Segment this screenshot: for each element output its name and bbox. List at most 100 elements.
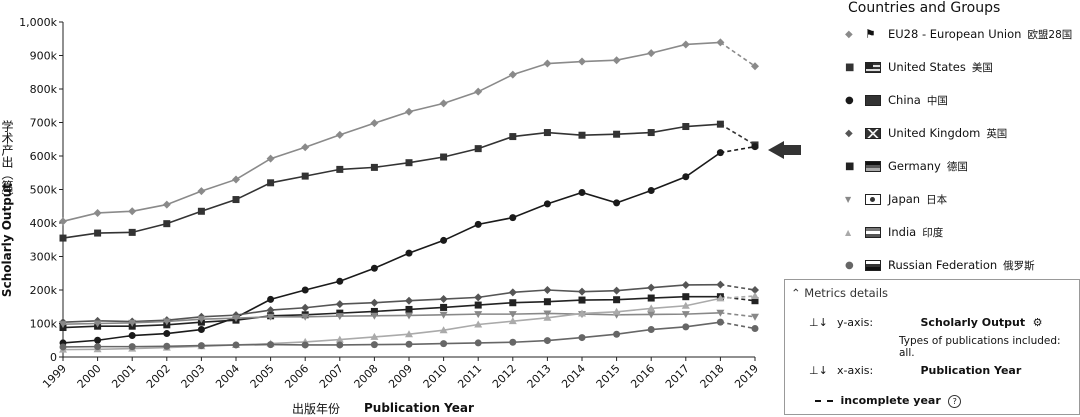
x-tick-label: 2000 [75, 362, 104, 391]
legend-label: United Kingdom [888, 126, 981, 140]
y-tick-label: 400k [30, 217, 58, 230]
data-point [716, 120, 724, 128]
x-axis-row: ⊥↓ x-axis: Publication Year [809, 364, 1022, 377]
dashed-line-icon [815, 400, 833, 402]
series-line-incomplete [720, 295, 756, 302]
data-point [474, 87, 483, 96]
data-point [543, 129, 551, 137]
help-icon[interactable]: ? [948, 395, 962, 408]
metrics-header-label: Metrics details [804, 286, 889, 300]
data-point [681, 311, 690, 319]
series-line-incomplete [720, 321, 756, 330]
data-point [405, 159, 413, 167]
x-tick-label: 2013 [525, 362, 554, 391]
series-1[interactable] [59, 120, 759, 242]
y-tick-label: 600k [30, 150, 58, 163]
legend-marker: ● [845, 94, 854, 106]
series-line [62, 321, 721, 348]
legend-marker: ▼ [845, 194, 852, 204]
data-point [197, 187, 206, 196]
legend-item[interactable]: ◆ United Kingdom 英国 [845, 121, 1007, 145]
data-point [440, 153, 448, 161]
data-point [162, 318, 171, 326]
data-point [370, 332, 379, 340]
data-point [405, 107, 413, 116]
x-tick-label: 2017 [663, 362, 692, 391]
flag-icon [865, 127, 881, 139]
flag-icon [865, 61, 881, 73]
legend-label-cn: 欧盟28国 [1027, 28, 1073, 41]
y-tick-label: 200k [30, 284, 58, 297]
legend-item[interactable]: ● Russian Federation 俄罗斯 [845, 253, 1035, 277]
data-point [336, 341, 344, 349]
data-point [681, 301, 690, 309]
data-point [336, 309, 344, 317]
data-point [59, 217, 67, 226]
y-axis-value: Scholarly Output [920, 316, 1026, 329]
legend-item[interactable]: ▼ Japan 日本 [845, 187, 947, 211]
series-line-incomplete [719, 41, 756, 67]
data-point [370, 341, 378, 349]
y-tick-label: 300k [30, 251, 58, 264]
data-point [440, 340, 448, 348]
legend-label-cn: 印度 [922, 226, 944, 239]
data-point [370, 298, 379, 307]
data-point [578, 287, 586, 296]
data-point [335, 300, 344, 309]
data-point [232, 341, 240, 349]
data-point [578, 131, 586, 139]
data-point [267, 179, 275, 187]
axis-icon: ⊥↓ [809, 364, 828, 377]
data-point [543, 313, 552, 321]
legend-item[interactable]: ● China 中国 [845, 88, 948, 112]
data-point [301, 286, 309, 294]
data-point [682, 173, 690, 181]
legend-label-cn: 中国 [926, 94, 948, 107]
data-point [301, 341, 309, 349]
x-axis-label: Publication Year [364, 401, 474, 415]
data-point [59, 321, 67, 329]
series-5[interactable] [59, 309, 759, 329]
data-point [647, 49, 656, 58]
data-point [266, 154, 275, 163]
x-axis-key: x-axis: [837, 364, 874, 377]
y-axis-label-cn: 学术产出（篇） [0, 119, 14, 204]
x-axis-value: Publication Year [920, 364, 1022, 377]
data-point [162, 200, 171, 209]
data-point [543, 200, 551, 208]
series-0[interactable] [59, 38, 759, 226]
x-tick-label: 2007 [317, 362, 346, 391]
data-point [474, 320, 483, 328]
data-point [474, 311, 483, 319]
x-tick-label: 2006 [282, 362, 311, 391]
data-point [647, 283, 656, 292]
data-point [474, 293, 483, 302]
data-point [578, 57, 586, 66]
data-point [336, 165, 344, 173]
gear-icon[interactable]: ⚙ [1032, 316, 1043, 329]
legend-item[interactable]: ▲ India 印度 [845, 220, 943, 244]
metrics-header[interactable]: ⌃ Metrics details [791, 286, 888, 300]
data-point [405, 312, 413, 320]
series-7[interactable] [59, 318, 759, 351]
y-tick-label: 900k [30, 50, 58, 63]
data-point [405, 340, 413, 348]
chevron-up-icon[interactable]: ⌃ [791, 286, 801, 300]
series-2[interactable] [59, 143, 759, 347]
series-line [62, 283, 721, 323]
legend-item[interactable]: ■ Germany 德国 [845, 154, 968, 178]
legend-label: China [888, 93, 921, 107]
data-point [128, 207, 137, 216]
data-point [267, 295, 275, 303]
data-point [647, 187, 655, 195]
legend-item[interactable]: ◆ ⚑ EU28 - European Union 欧盟28国 [845, 22, 1072, 46]
flag-icon [865, 193, 881, 205]
data-point [335, 130, 344, 139]
legend-item[interactable]: ■ United States 美国 [845, 55, 993, 79]
legend-label-cn: 日本 [926, 193, 948, 206]
y-tick-label: 1,000k [19, 16, 57, 29]
data-point [197, 342, 205, 350]
data-point [751, 292, 759, 300]
data-point [578, 334, 586, 342]
data-point [59, 343, 67, 351]
